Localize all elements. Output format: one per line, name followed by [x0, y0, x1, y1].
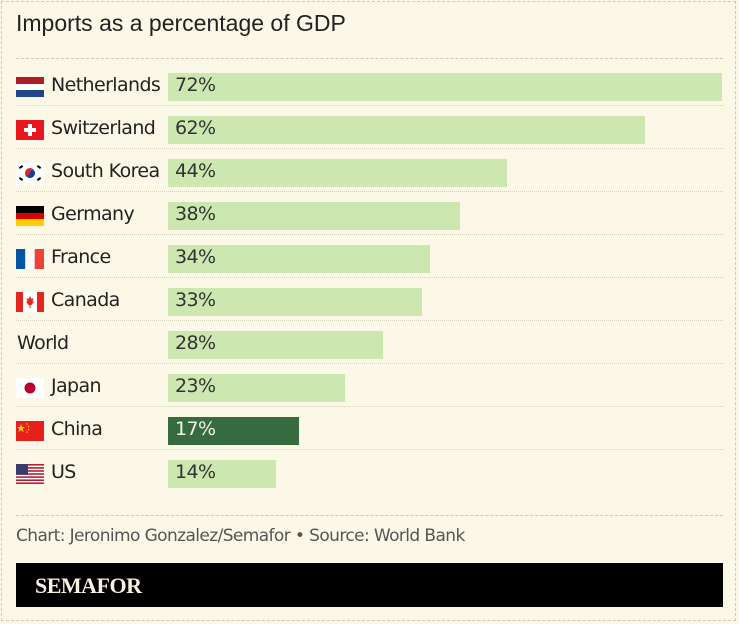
switzerland-flag-icon: [16, 120, 44, 140]
value-label: 34%: [175, 246, 216, 268]
france-flag-icon: [16, 249, 44, 269]
bar: [168, 73, 722, 101]
category-label: France: [51, 246, 111, 268]
row-separator: [16, 148, 723, 149]
bar: [168, 116, 646, 144]
value-label: 14%: [175, 461, 216, 483]
category-label: Netherlands: [51, 74, 161, 96]
value-label: 17%: [175, 418, 216, 440]
bar-row: Netherlands 72%: [16, 63, 723, 106]
bar: [168, 460, 276, 488]
category-label: Japan: [51, 375, 102, 397]
category-label: Canada: [51, 289, 120, 311]
category-label: World: [17, 332, 69, 354]
bar-row: China 17%: [16, 407, 723, 450]
us-flag-icon: [16, 464, 44, 484]
row-separator: [16, 277, 723, 278]
bar-row: Canada 33%: [16, 278, 723, 321]
bar-row: South Korea 44%: [16, 149, 723, 192]
bar-row: World 28%: [16, 321, 723, 364]
value-label: 44%: [175, 160, 216, 182]
bar-row: US 14%: [16, 450, 723, 493]
brand-bar: SEMAFOR: [16, 563, 723, 607]
bar: [168, 288, 422, 316]
bar-row: France 34%: [16, 235, 723, 278]
value-label: 33%: [175, 289, 216, 311]
row-separator: [16, 363, 723, 364]
canada-flag-icon: [16, 292, 44, 312]
category-label: US: [51, 461, 76, 483]
value-label: 72%: [175, 74, 216, 96]
value-label: 38%: [175, 203, 216, 225]
row-separator: [16, 320, 723, 321]
bar: [168, 159, 507, 187]
semafor-logo: SEMAFOR: [35, 573, 142, 598]
row-separator: [16, 406, 723, 407]
divider: [16, 515, 723, 516]
bar-row: Switzerland 62%: [16, 106, 723, 149]
bar: [168, 417, 299, 445]
category-label: China: [51, 418, 103, 440]
row-separator: [16, 191, 723, 192]
row-separator: [16, 234, 723, 235]
value-label: 28%: [175, 332, 216, 354]
row-separator: [16, 105, 723, 106]
china-flag-icon: [16, 421, 44, 441]
value-label: 62%: [175, 117, 216, 139]
bar: [168, 331, 384, 359]
bar-row: Germany 38%: [16, 192, 723, 235]
japan-flag-icon: [16, 378, 44, 398]
netherlands-flag-icon: [16, 77, 44, 97]
bar: [168, 374, 345, 402]
chart-title: Imports as a percentage of GDP: [16, 10, 346, 36]
category-label: South Korea: [51, 160, 160, 182]
germany-flag-icon: [16, 206, 44, 226]
category-label: Germany: [51, 203, 135, 225]
category-label: Switzerland: [51, 117, 156, 139]
row-separator: [16, 449, 723, 450]
bar: [168, 202, 461, 230]
divider: [16, 58, 723, 59]
value-label: 23%: [175, 375, 216, 397]
south-korea-flag-icon: [16, 163, 44, 183]
bar: [168, 245, 430, 273]
chart-credit: Chart: Jeronimo Gonzalez/Semafor • Sourc…: [16, 526, 465, 546]
bar-row: Japan 23%: [16, 364, 723, 407]
